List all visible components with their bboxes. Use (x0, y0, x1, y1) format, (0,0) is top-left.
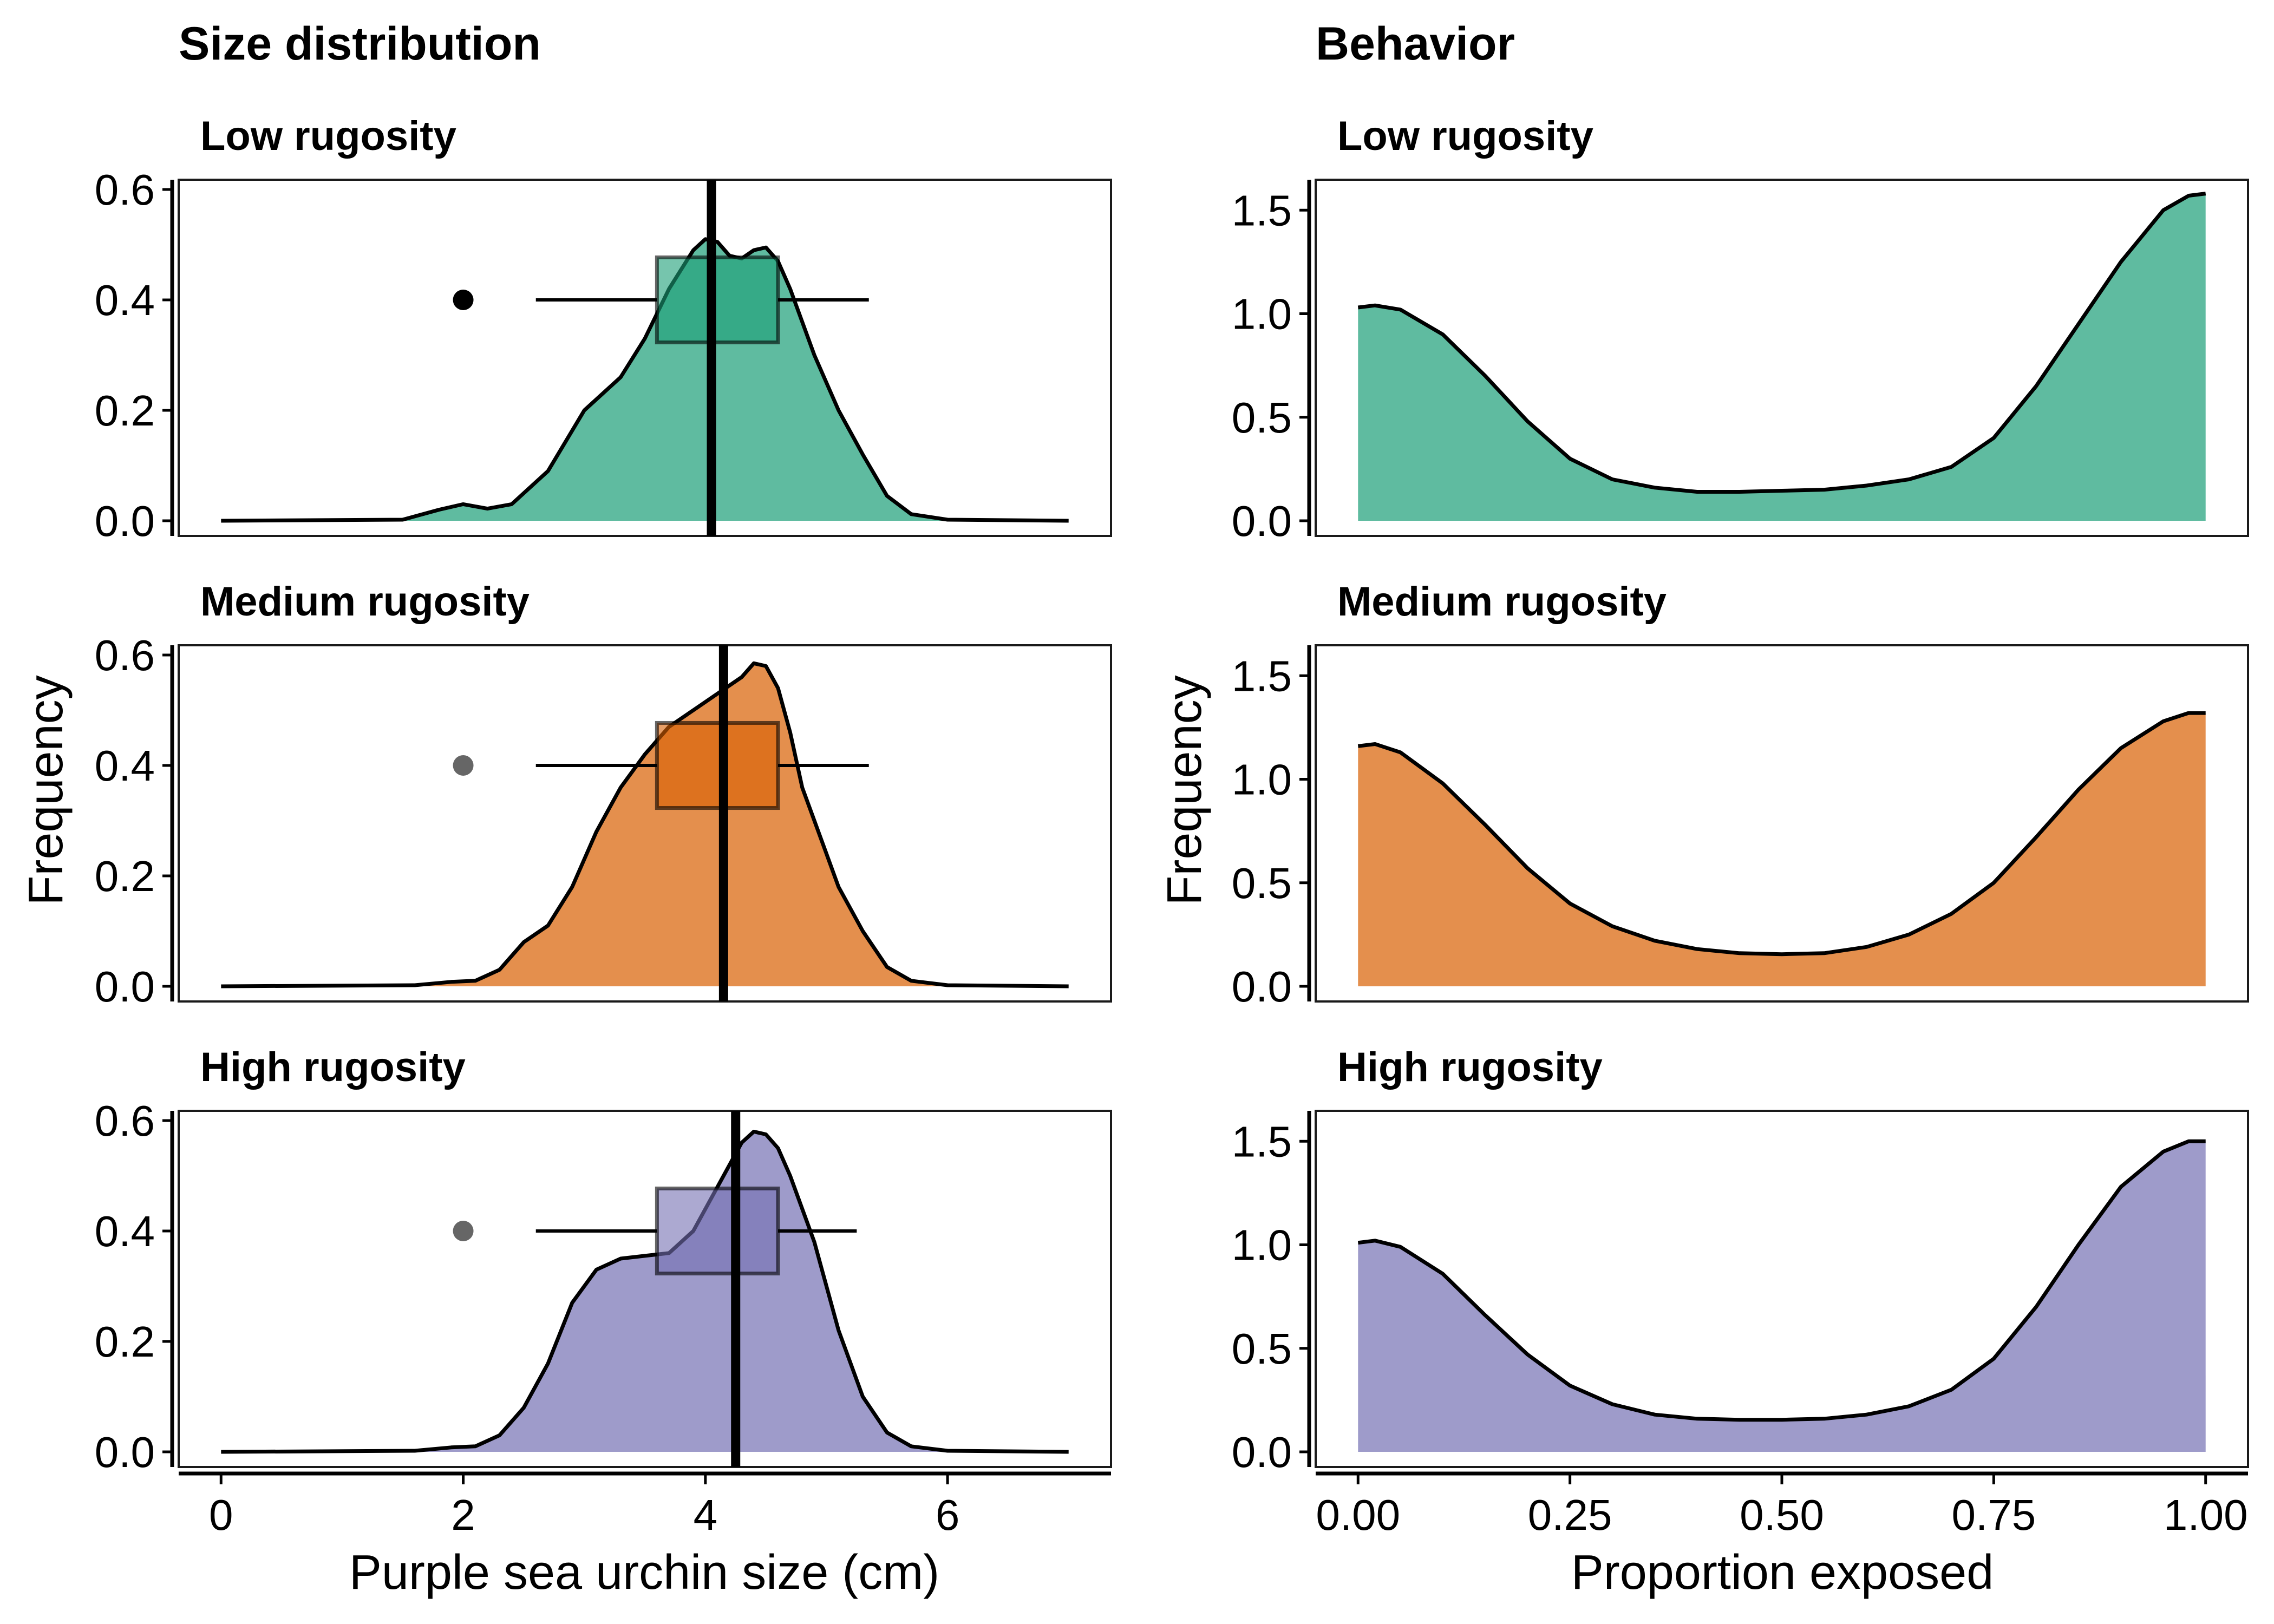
y-tick-label: 0.2 (95, 1318, 155, 1366)
y-tick-label: 1.0 (1232, 290, 1292, 338)
panel-title: High rugosity (1337, 1044, 1603, 1090)
panel-size-medium: Medium rugosity 0.0 0.2 0.4 0.6 (95, 579, 1112, 1011)
y-axis-label-behavior: Frequency (1158, 675, 1212, 905)
panel-size-low: Low rugosity 0.0 0.2 0.4 0.6 (95, 113, 1112, 545)
panel-title: Medium rugosity (1337, 579, 1667, 625)
panel-frame (1315, 179, 2249, 537)
density-area (1358, 713, 2206, 986)
panel-frame (1315, 644, 2249, 1003)
y-tick-label: 0.0 (1232, 1428, 1292, 1476)
y-tick-label: 1.5 (1232, 652, 1292, 700)
panel-size-high: High rugosity 0.0 0.2 0.4 0.6 0 2 4 6 (95, 1044, 1112, 1539)
y-tick-label: 1.0 (1232, 756, 1292, 804)
column-title-behavior: Behavior (1316, 18, 1515, 70)
density-line (1357, 192, 2206, 494)
x-tick-label: 0 (209, 1491, 233, 1539)
y-tick-label: 0.0 (95, 962, 155, 1011)
y-tick-label: 0.2 (95, 387, 155, 435)
y-tick-label: 0.5 (1232, 1325, 1292, 1373)
box-outlier-point (453, 290, 474, 310)
y-tick-label: 0.0 (95, 1428, 155, 1476)
box-outlier-point (453, 755, 474, 776)
y-tick-label: 0.4 (95, 742, 155, 790)
panel-frame (1315, 1110, 2249, 1468)
y-tick-label: 1.5 (1232, 186, 1292, 234)
panel-behavior-medium: Medium rugosity 0.0 0.5 1.0 1.5 (1232, 579, 2249, 1011)
box-iqr (655, 721, 780, 810)
panel-title: Low rugosity (1337, 113, 1593, 159)
density-area (1358, 1141, 2206, 1452)
x-tick-label: 0.25 (1528, 1491, 1612, 1539)
x-tick-label: 6 (936, 1491, 960, 1539)
density-area (221, 239, 1069, 521)
x-tick-label: 0.50 (1740, 1491, 1824, 1539)
panel-title: Medium rugosity (200, 579, 530, 625)
density-area (221, 1131, 1069, 1452)
panel-title: High rugosity (200, 1044, 466, 1090)
x-tick-label: 4 (694, 1491, 718, 1539)
y-tick-label: 0.0 (95, 497, 155, 545)
y-tick-label: 0.5 (1232, 394, 1292, 442)
y-tick-label: 1.5 (1232, 1117, 1292, 1165)
x-tick-label: 0.75 (1952, 1491, 2036, 1539)
y-tick-label: 0.5 (1232, 859, 1292, 907)
panel-frame (178, 179, 1112, 537)
density-line (221, 237, 1069, 523)
y-tick-label: 0.6 (95, 631, 155, 679)
x-tick-label: 2 (451, 1491, 475, 1539)
density-line (221, 661, 1069, 988)
y-tick-label: 0.4 (95, 1207, 155, 1255)
box-iqr (655, 1186, 780, 1276)
x-axis-label-size: Purple sea urchin size (cm) (349, 1546, 939, 1600)
y-tick-label: 0.0 (1232, 962, 1292, 1011)
x-tick-label: 1.00 (2164, 1491, 2248, 1539)
panel-behavior-high: High rugosity 0.0 0.5 1.0 1.5 0.00 0.25 0.50 0.7… (1232, 1044, 2249, 1539)
y-axis-label-size: Frequency (19, 675, 73, 905)
x-axis-label-behavior: Proportion exposed (1571, 1546, 1994, 1600)
panel-behavior-low: Low rugosity 0.0 0.5 1.0 1.5 (1232, 113, 2249, 545)
density-line (1357, 1139, 2206, 1422)
density-area (1358, 193, 2206, 521)
box-outlier-point (453, 1221, 474, 1241)
column-title-size: Size distribution (179, 18, 541, 70)
y-tick-label: 0.2 (95, 852, 155, 900)
density-line (1357, 711, 2206, 957)
y-tick-label: 0.4 (95, 276, 155, 324)
y-tick-label: 0.6 (95, 166, 155, 214)
y-tick-label: 0.6 (95, 1097, 155, 1145)
y-tick-label: 1.0 (1232, 1221, 1292, 1269)
panel-frame (178, 1110, 1112, 1468)
x-tick-label: 0.00 (1316, 1491, 1400, 1539)
y-tick-label: 0.0 (1232, 497, 1292, 545)
density-area (221, 663, 1069, 986)
box-iqr (655, 255, 780, 345)
panel-title: Low rugosity (200, 113, 456, 159)
panel-frame (178, 644, 1112, 1003)
